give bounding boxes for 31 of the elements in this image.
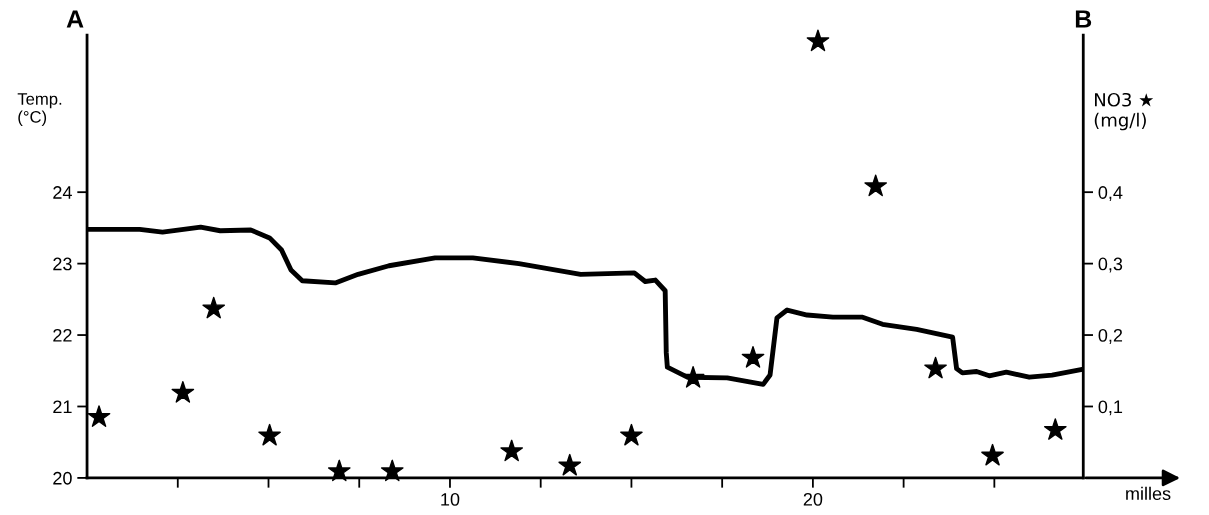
point xyxy=(741,346,765,368)
point xyxy=(171,381,195,403)
point xyxy=(202,296,226,319)
point xyxy=(258,423,281,446)
y2-tick-label: 0,1 xyxy=(1098,400,1123,416)
y-tick-label: 20 xyxy=(53,471,72,485)
text: A xyxy=(66,10,84,28)
text: B xyxy=(1075,10,1092,28)
point xyxy=(681,366,705,388)
y2-tick-label: 0,3 xyxy=(1098,257,1123,273)
y2-tick-label: 0,4 xyxy=(1098,186,1123,202)
point xyxy=(981,443,1004,466)
point xyxy=(806,29,830,52)
point xyxy=(924,356,947,379)
y2-tick-label: 0,2 xyxy=(1098,328,1123,344)
point xyxy=(1043,418,1067,440)
point xyxy=(864,174,888,197)
y2-axis-title: NO3 ★ (mg/l) xyxy=(1094,92,1154,131)
y-tick-label: 23 xyxy=(53,257,72,271)
x-tick-label: 10 xyxy=(441,492,460,506)
point xyxy=(87,405,111,427)
point xyxy=(500,439,524,462)
y-tick-label: 22 xyxy=(53,328,72,342)
y-axis-title: Temp. (°C) xyxy=(17,93,62,127)
x-axis-title: milles xyxy=(1126,486,1171,501)
point xyxy=(620,423,643,446)
y-tick-label: 24 xyxy=(53,186,72,199)
point xyxy=(558,453,582,476)
point xyxy=(327,459,351,482)
y-tick-label: 21 xyxy=(53,400,72,414)
point xyxy=(380,459,404,482)
